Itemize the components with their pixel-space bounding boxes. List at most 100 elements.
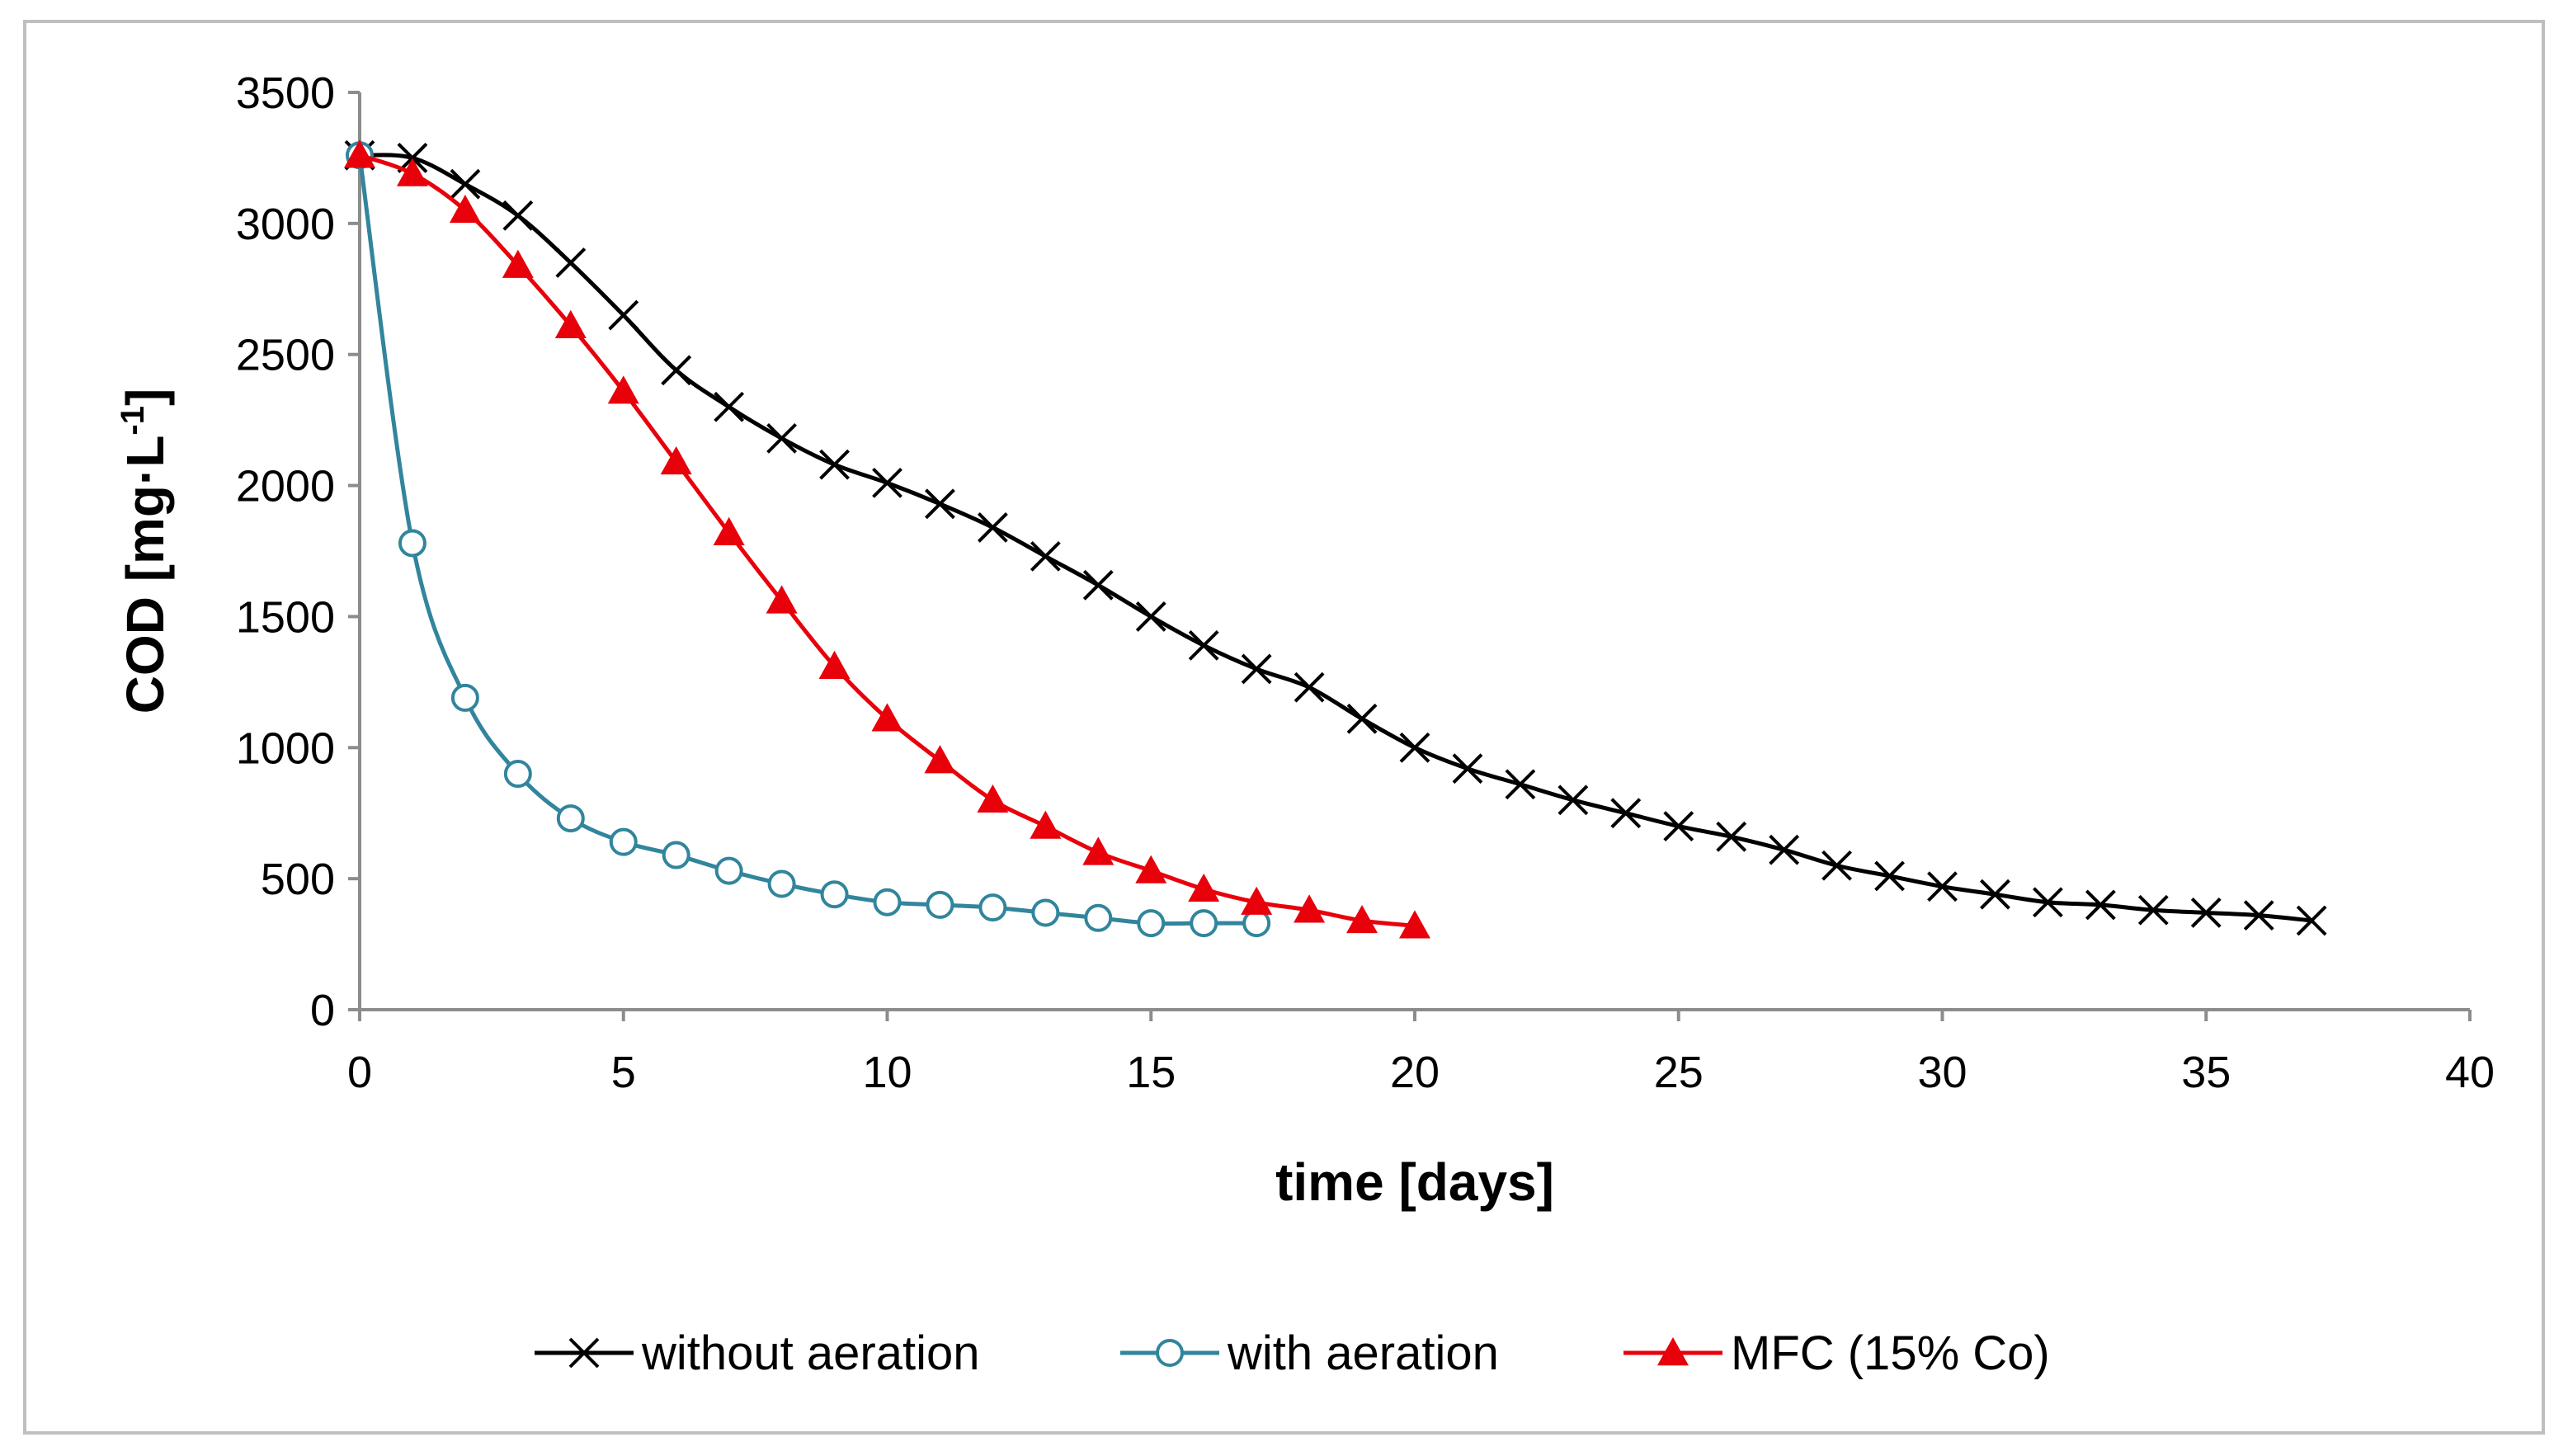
legend-swatch-marker — [568, 1337, 600, 1369]
data-point-mfc-15-co — [1294, 894, 1326, 923]
data-point-without-aeration — [1030, 540, 1061, 572]
y-tick-label: 1500 — [236, 592, 335, 642]
data-point-without-aeration — [555, 247, 587, 278]
y-tick-label: 1000 — [236, 723, 335, 773]
data-point-with-aeration — [450, 683, 479, 712]
data-point-without-aeration — [1874, 860, 1905, 892]
data-point-without-aeration — [1769, 834, 1800, 865]
data-point-without-aeration — [1610, 798, 1642, 829]
y-axis-title-superscript: -1 — [115, 406, 151, 436]
data-point-without-aeration — [1927, 871, 1958, 902]
data-point-mfc-15-co — [502, 249, 534, 278]
data-point-mfc-15-co — [1082, 836, 1114, 865]
data-point-with-aeration — [714, 856, 743, 885]
data-point-with-aeration — [556, 804, 585, 833]
series-mfc-15-co — [344, 139, 1430, 939]
chart-frame — [23, 20, 2545, 1435]
data-point-mfc-15-co — [871, 703, 903, 732]
data-point-with-aeration — [1137, 909, 1166, 938]
series-line-without-aeration — [359, 153, 2312, 923]
x-tick-label: 30 — [1917, 1048, 1967, 1097]
y-axis-title: COD [mg·L-1] — [115, 389, 175, 714]
data-point-without-aeration — [2085, 889, 2116, 921]
data-point-mfc-15-co — [344, 139, 375, 168]
data-point-mfc-15-co — [1346, 904, 1378, 934]
y-tick-label: 3500 — [236, 68, 335, 118]
y-axis-title-main: COD [mg·L — [115, 436, 175, 714]
data-point-without-aeration — [2190, 898, 2222, 928]
data-point-without-aeration — [1557, 785, 1589, 816]
data-point-without-aeration — [450, 168, 481, 200]
data-point-without-aeration — [714, 391, 745, 422]
data-point-without-aeration — [1505, 769, 1536, 800]
data-point-without-aeration — [1980, 879, 2010, 910]
x-tick-label: 40 — [2445, 1048, 2495, 1097]
data-point-mfc-15-co — [449, 194, 481, 224]
data-point-with-aeration — [1084, 903, 1113, 932]
data-point-mfc-15-co — [607, 375, 639, 404]
data-point-without-aeration — [925, 488, 955, 520]
legend-item-with-aeration: with aeration — [1120, 1326, 1499, 1380]
data-point-without-aeration — [2296, 905, 2327, 936]
data-point-without-aeration — [1399, 732, 1430, 763]
data-point-without-aeration — [1663, 811, 1694, 842]
data-point-without-aeration — [819, 449, 850, 480]
y-axis-title-end: ] — [115, 389, 175, 406]
y-ticks: 0 500 1000 1500 2000 2500 3000 3500 — [236, 68, 360, 1035]
data-point-without-aeration — [977, 511, 1008, 543]
y-tick-label: 0 — [310, 986, 335, 1035]
data-point-without-aeration — [1241, 653, 1272, 685]
legend-label: without aeration — [641, 1326, 979, 1380]
data-point-mfc-15-co — [924, 745, 956, 774]
legend-label: with aeration — [1227, 1326, 1499, 1380]
data-point-without-aeration — [2137, 894, 2169, 926]
data-point-without-aeration — [872, 467, 902, 498]
data-point-with-aeration — [1190, 909, 1218, 938]
data-point-without-aeration — [502, 200, 534, 231]
legend-label: MFC (15% Co) — [1731, 1326, 2050, 1380]
data-point-mfc-15-co — [1030, 810, 1062, 839]
x-tick-label: 15 — [1126, 1048, 1176, 1097]
series-with-aeration — [346, 141, 1271, 938]
data-point-mfc-15-co — [1399, 910, 1430, 939]
x-ticks: 0 5 10 15 20 25 30 35 40 — [347, 1010, 2495, 1097]
series-layer — [344, 139, 2327, 939]
x-tick-label: 0 — [347, 1048, 372, 1097]
data-point-with-aeration — [398, 529, 426, 558]
y-tick-label: 500 — [261, 855, 335, 904]
data-point-with-aeration — [1031, 898, 1060, 927]
data-point-mfc-15-co — [396, 158, 428, 186]
data-point-with-aeration — [767, 869, 796, 898]
data-point-mfc-15-co — [1188, 873, 1220, 902]
x-tick-label: 5 — [611, 1048, 636, 1097]
data-point-with-aeration — [609, 827, 638, 856]
data-point-without-aeration — [1346, 703, 1378, 734]
data-point-without-aeration — [661, 355, 692, 386]
data-point-with-aeration — [662, 841, 690, 869]
data-point-with-aeration — [873, 888, 902, 916]
data-point-mfc-15-co — [766, 585, 798, 614]
series-line-with-aeration — [357, 154, 1257, 926]
data-point-without-aeration — [1082, 569, 1114, 601]
axes: 0 500 1000 1500 2000 2500 3000 3500 0 5 10 15 20 25 3… — [236, 68, 2495, 1097]
legend-swatch-marker — [1657, 1337, 1689, 1366]
data-point-without-aeration — [1294, 671, 1325, 703]
x-tick-label: 25 — [1654, 1048, 1704, 1097]
y-tick-label: 2500 — [236, 331, 335, 380]
data-point-with-aeration — [978, 893, 1007, 922]
data-point-mfc-15-co — [1135, 855, 1167, 883]
data-point-without-aeration — [1716, 821, 1747, 852]
data-point-with-aeration — [926, 890, 954, 919]
series-without-aeration — [344, 139, 2327, 936]
y-tick-label: 3000 — [236, 200, 335, 249]
y-tick-label: 2000 — [236, 462, 335, 511]
legend-item-mfc-15-co: MFC (15% Co) — [1623, 1326, 2050, 1380]
data-point-without-aeration — [766, 422, 798, 454]
legend-swatch-marker — [1156, 1339, 1184, 1367]
data-point-without-aeration — [1135, 601, 1166, 632]
data-point-without-aeration — [608, 299, 639, 331]
legend-item-without-aeration: without aeration — [535, 1326, 979, 1380]
data-point-mfc-15-co — [1241, 886, 1273, 915]
data-point-mfc-15-co — [713, 516, 745, 545]
